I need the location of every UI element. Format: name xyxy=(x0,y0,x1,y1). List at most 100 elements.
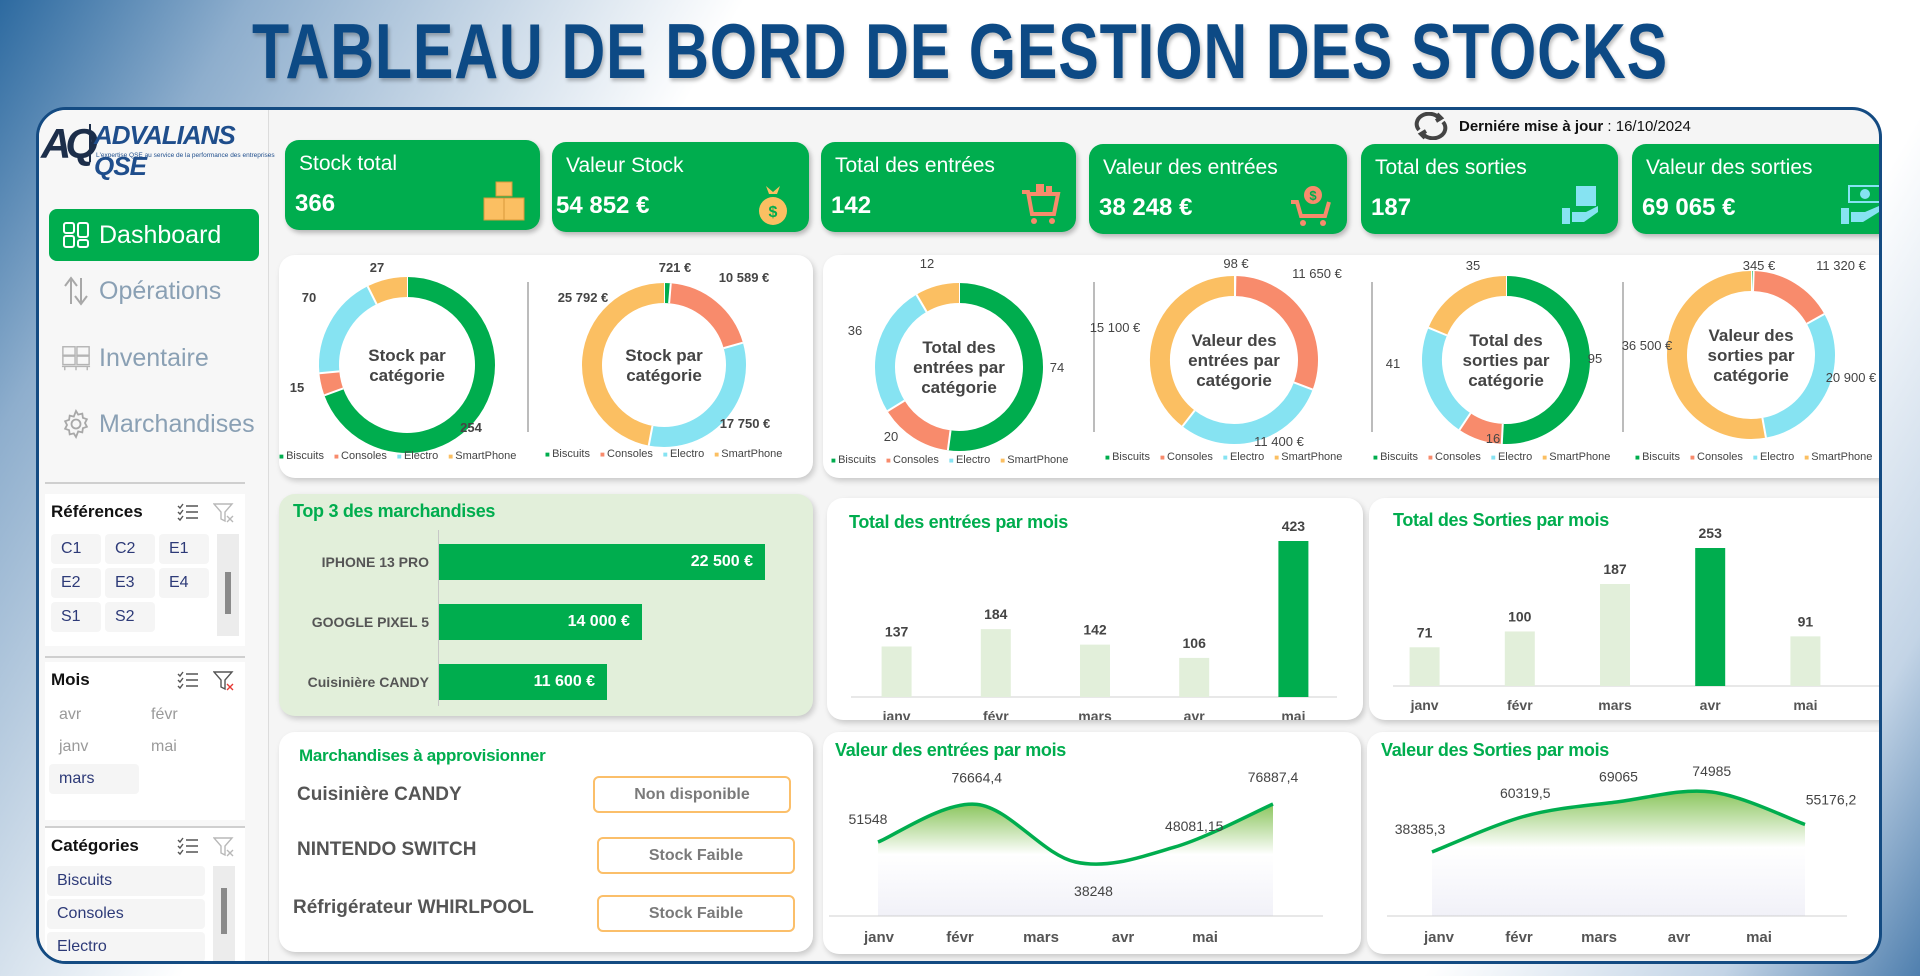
legend-item-smartphone: SmartPhone xyxy=(1274,451,1342,463)
bar-data-label: 187 xyxy=(1603,561,1627,577)
kpi-card-valeur-stock: Valeur Stock 54 852 € $ xyxy=(552,142,809,232)
restock-item-name: Cuisinière CANDY xyxy=(297,784,462,805)
panel-entrees-mois: Total des entrées par mois 137 janv 184 fév… xyxy=(827,498,1363,720)
kpi-label: Total des entrées xyxy=(835,154,995,177)
slicer-chip-reference[interactable]: E4 xyxy=(159,568,209,598)
cart-dollar-icon: $ xyxy=(1291,186,1331,226)
legend-item-consoles: Consoles xyxy=(1428,451,1481,463)
area-fill xyxy=(1432,791,1805,916)
bar-avr[interactable] xyxy=(1179,657,1210,697)
slicer-references: Références C1 C2 E1 E2 E3 E4 S1 S2 xyxy=(45,494,245,646)
slicer-chip-month[interactable]: mai xyxy=(151,738,177,755)
kpi-label: Valeur des sorties xyxy=(1646,156,1813,179)
nav-dashboard[interactable]: Dashboard xyxy=(49,209,259,261)
bar-mars[interactable] xyxy=(1080,644,1110,697)
kpi-card-total-entrees: Total des entrées 142 xyxy=(821,142,1076,232)
nav-inventaire[interactable]: Inventaire xyxy=(49,332,259,384)
panel-valeur-entrees-mois: Valeur des entrées par mois 51548 janv 766… xyxy=(823,732,1361,954)
nav-marchandises[interactable]: Marchandises xyxy=(49,398,259,450)
top3-bar[interactable]: 22 500 € xyxy=(439,544,765,580)
slicer-chip-reference[interactable]: E3 xyxy=(105,568,155,598)
references-scrollbar[interactable] xyxy=(217,534,239,636)
area-fill xyxy=(878,804,1273,916)
last-update-date: 16/10/2024 xyxy=(1615,117,1691,135)
x-tick-label: avr xyxy=(1700,697,1722,713)
slicer-chip-category[interactable]: Electro xyxy=(47,932,205,961)
series-line[interactable] xyxy=(1431,789,1806,854)
panel-title: Valeur des Sorties par mois xyxy=(1381,740,1610,760)
cart-boxes-icon xyxy=(1022,184,1061,224)
panel-title: Top 3 des marchandises xyxy=(293,501,496,521)
area-chart-entrees: 51548 janv 76664,4 févr 38248 mars 48081,15 avr… xyxy=(829,769,1323,946)
slicer-chip-reference[interactable]: C2 xyxy=(105,534,155,564)
slicer-categories: Catégories Biscuits Consoles Electro xyxy=(45,828,245,961)
svg-text:$: $ xyxy=(1309,188,1317,203)
scroll-thumb[interactable] xyxy=(225,572,231,614)
slicer-chip-month-selected[interactable]: mars xyxy=(49,764,139,794)
scroll-thumb[interactable] xyxy=(221,888,227,934)
top3-item-name: GOOGLE PIXEL 5 xyxy=(311,614,429,630)
slicer-chip-reference[interactable]: E2 xyxy=(51,568,101,598)
slicer-chip-month[interactable]: avr xyxy=(59,706,82,723)
x-tick-label: avr xyxy=(1184,708,1206,720)
categories-scrollbar[interactable] xyxy=(213,866,235,961)
line-data-label: 69065 xyxy=(1599,769,1638,785)
x-tick-label: mai xyxy=(1281,708,1305,720)
clear-filter-icon[interactable] xyxy=(213,502,235,524)
slicer-chip-category[interactable]: Consoles xyxy=(47,899,205,929)
refresh-icon[interactable] xyxy=(1411,112,1451,140)
slicer-chip-month[interactable]: janv xyxy=(59,738,89,755)
legend-item-smartphone: SmartPhone xyxy=(1804,451,1872,463)
hand-box-icon xyxy=(1562,186,1598,224)
kpi-value: 54 852 € xyxy=(556,192,650,219)
bar-janv[interactable] xyxy=(881,646,912,697)
line-data-label: 51548 xyxy=(849,811,888,827)
series-line[interactable] xyxy=(877,802,1274,866)
bar-mars[interactable] xyxy=(1600,584,1630,686)
slicer-mois-title: Mois xyxy=(51,670,90,689)
panel-valeur-sorties-mois: Valeur des Sorties par mois 38385,3 janv 6… xyxy=(1367,732,1879,954)
legend-item-electro: Electro xyxy=(397,450,438,462)
multi-select-icon[interactable] xyxy=(177,836,199,856)
bar-janv[interactable] xyxy=(1409,647,1440,686)
chart-divider xyxy=(1371,282,1373,432)
multi-select-icon[interactable] xyxy=(177,670,199,690)
bar-mai[interactable] xyxy=(1790,636,1821,686)
slicer-chip-reference[interactable]: C1 xyxy=(51,534,101,564)
chart-divider xyxy=(527,282,529,432)
slicer-chip-month[interactable]: févr xyxy=(151,706,178,723)
clear-filter-icon[interactable] xyxy=(213,836,235,858)
slicer-chip-reference[interactable]: E1 xyxy=(159,534,209,564)
legend-item-smartphone: SmartPhone xyxy=(448,450,516,462)
bar-chart-entrees: 137 janv 184 févr 142 mars 106 avr 423 mai xyxy=(851,518,1337,720)
kpi-card-stock-total: Stock total 366 xyxy=(285,140,540,230)
axis-line xyxy=(438,530,439,706)
line-data-label: 38385,3 xyxy=(1395,821,1446,837)
bar-mai[interactable] xyxy=(1278,541,1309,697)
legend-item-biscuits: Biscuits xyxy=(279,450,324,462)
slicer-chip-reference[interactable]: S2 xyxy=(105,602,155,632)
slicer-chip-reference[interactable]: S1 xyxy=(51,602,101,632)
x-tick-label: janv xyxy=(863,929,895,946)
status-badge: Stock Faible xyxy=(597,837,795,874)
logo-name: ADVALIANS QSE xyxy=(94,120,236,181)
legend-item-smartphone: SmartPhone xyxy=(1000,454,1068,466)
slicer-title: Catégories xyxy=(45,828,245,864)
top3-bar[interactable]: 11 600 € xyxy=(439,664,608,700)
slicer-mois: Mois avr févr janv mai mars xyxy=(45,662,245,820)
top3-bar[interactable]: 14 000 € xyxy=(439,604,642,640)
bar-févr[interactable] xyxy=(980,629,1011,697)
bar-févr[interactable] xyxy=(1504,631,1535,686)
legend-donut-5: Biscuits Consoles Electro SmartPhone xyxy=(1373,451,1610,463)
legend-item-electro: Electro xyxy=(1753,451,1794,463)
slicer-chip-category[interactable]: Biscuits xyxy=(47,866,205,896)
bar-avr[interactable] xyxy=(1695,548,1726,686)
x-tick-label: janv xyxy=(882,708,911,720)
multi-select-icon[interactable] xyxy=(177,502,199,522)
clear-filter-icon[interactable] xyxy=(213,670,235,692)
slicer-divider xyxy=(45,826,245,828)
references-grid: C1 C2 E1 E2 E3 E4 S1 S2 xyxy=(51,534,211,632)
nav-operations[interactable]: Opérations xyxy=(49,265,259,317)
x-tick-label: févr xyxy=(1507,697,1533,713)
kpi-label: Valeur des entrées xyxy=(1103,156,1278,179)
